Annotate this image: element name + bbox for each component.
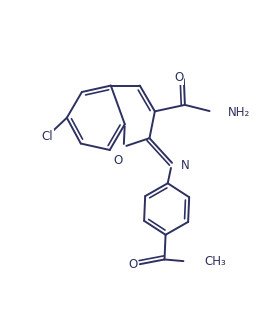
Text: Cl: Cl: [42, 130, 53, 143]
Text: NH₂: NH₂: [228, 106, 250, 119]
Text: CH₃: CH₃: [204, 255, 226, 268]
Text: O: O: [174, 71, 183, 84]
Text: O: O: [128, 258, 138, 271]
Text: O: O: [114, 154, 123, 167]
Text: N: N: [181, 159, 189, 171]
